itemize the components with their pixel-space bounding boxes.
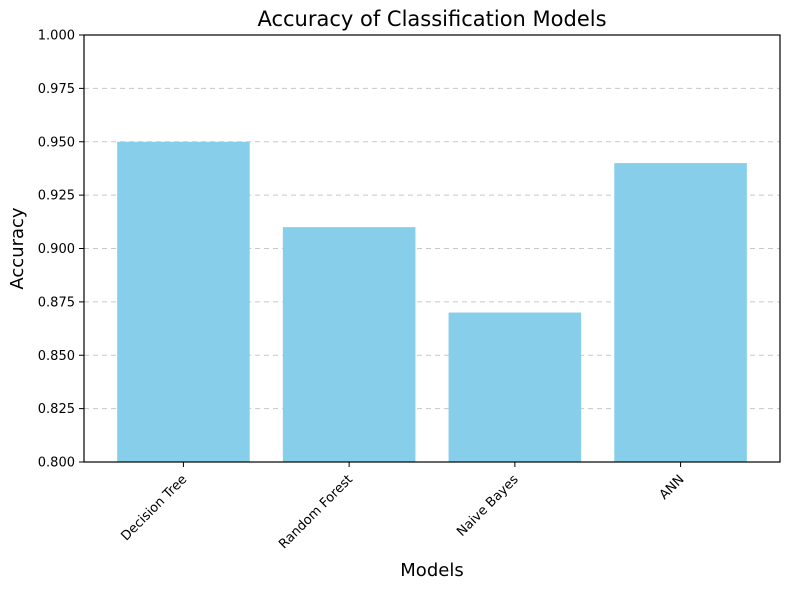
x-tick-label: Decision Tree [118,472,190,544]
x-axis-ticks: Decision Tree Random Forest Naive Bayes ANN [118,462,687,552]
bar-ann [614,163,747,462]
y-tick-label: 0.875 [38,295,75,310]
y-axis-label: Accuracy [7,207,28,290]
chart-title: Accuracy of Classification Models [257,7,606,31]
bar-naive-bayes [448,312,582,462]
y-axis-ticks: 0.800 0.825 0.850 0.875 0.900 0.925 0.950 0.975… [38,29,84,471]
y-tick-label: 1.000 [38,29,75,44]
y-tick-label: 0.850 [38,349,75,364]
x-tick-label: Random Forest [276,472,356,552]
x-axis-label: Models [400,560,463,581]
x-tick-label: ANN [657,472,688,503]
y-tick-label: 0.825 [38,402,75,417]
y-tick-label: 0.925 [38,189,75,204]
y-tick-label: 0.900 [38,242,75,257]
y-tick-label: 0.975 [38,82,75,97]
x-tick-label: Naive Bayes [454,472,522,540]
y-tick-label: 0.950 [38,135,75,150]
y-tick-label: 0.800 [38,456,75,471]
bar-random-forest [282,227,416,462]
bars [117,141,747,462]
bar-decision-tree [117,141,250,462]
